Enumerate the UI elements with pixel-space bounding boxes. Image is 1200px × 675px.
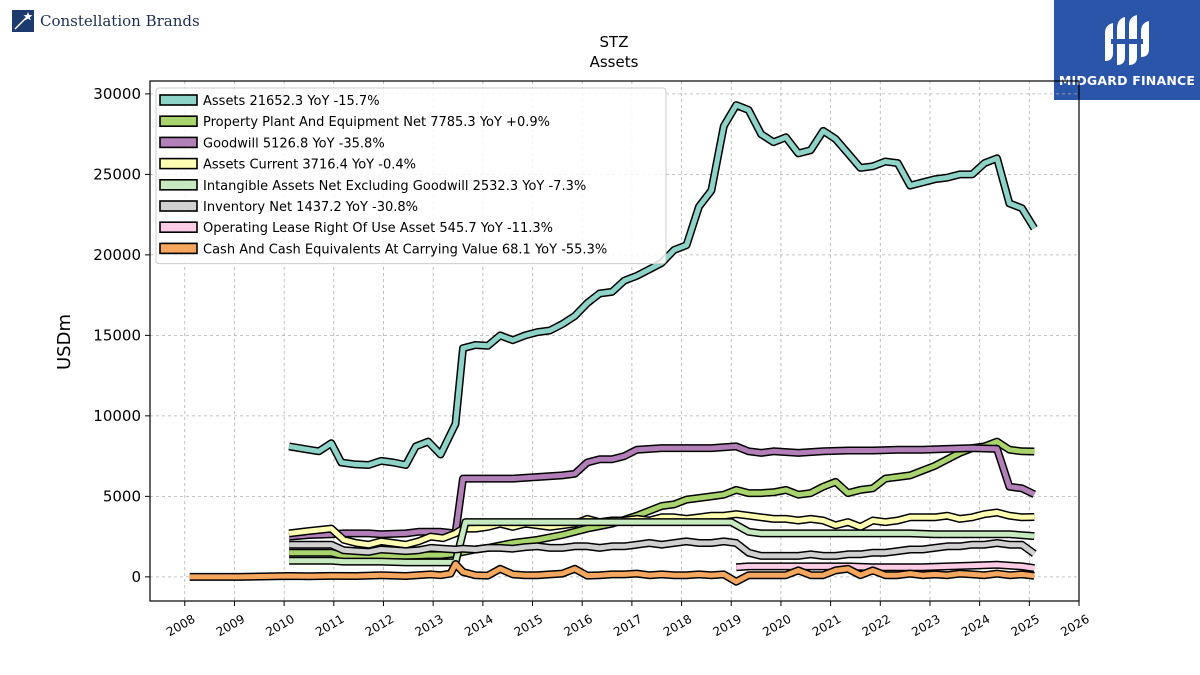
company-name: Constellation Brands: [40, 12, 200, 30]
legend-swatch-goodwill: [159, 136, 198, 149]
legend-label: Operating Lease Right Of Use Asset 545.7…: [203, 221, 553, 236]
x-tick-label: 2020: [760, 612, 793, 639]
midgard-badge: MIDGARD FINANCE: [1054, 0, 1200, 100]
series-lines: [189, 101, 1038, 586]
x-tick-label: 2015: [512, 612, 545, 639]
legend: Assets 21652.3 YoY -15.7% Property Plant …: [155, 87, 667, 265]
y-tick-label: 20000: [93, 246, 141, 264]
series-line-cash-and-cash-equivalents-at-carrying-value: [189, 561, 1035, 585]
x-tick-label: 2026: [1058, 612, 1091, 639]
x-tick-label: 2013: [412, 612, 445, 639]
legend-label: Intangible Assets Net Excluding Goodwill…: [203, 179, 586, 194]
chart-subtitle: Assets: [590, 53, 639, 71]
legend-swatch-operating-lease-right-of-use-asset: [159, 221, 198, 233]
legend-label: Property Plant And Equipment Net 7785.3 …: [203, 115, 550, 130]
legend-label: Inventory Net 1437.2 YoY -30.8%: [203, 200, 418, 215]
brand-logo: Constellation Brands: [12, 10, 200, 32]
legend-swatch-inventory-net: [159, 200, 198, 212]
x-tick-label: 2021: [810, 612, 843, 639]
y-tick-label: 15000: [93, 326, 141, 344]
legend-label: Assets 21652.3 YoY -15.7%: [203, 94, 380, 109]
series-line-inventory-net: [289, 538, 1036, 559]
plot-frame: [149, 80, 1080, 602]
legend-box: [155, 87, 667, 265]
y-tick-label: 10000: [93, 407, 141, 425]
y-tick-label: 30000: [93, 85, 141, 103]
x-tick-label: 2019: [711, 612, 744, 639]
legend-swatch-cash-and-cash-equivalents-at-carrying-value: [159, 242, 198, 255]
x-tick-label: 2024: [959, 612, 992, 639]
y-tick-label: 5000: [103, 487, 141, 505]
x-tick-label: 2023: [909, 612, 942, 639]
legend-label: Goodwill 5126.8 YoY -35.8%: [203, 136, 385, 151]
y-tick-label: 0: [131, 568, 141, 586]
x-tick-label: 2014: [462, 612, 495, 639]
series-outline-property-plant-and-equipment-net: [289, 437, 1035, 560]
legend-label: Cash And Cash Equivalents At Carrying Va…: [203, 242, 607, 257]
constellation-star-icon: [12, 10, 34, 32]
x-tick-label: 2012: [363, 612, 396, 639]
series-line-assets-current: [288, 510, 1035, 548]
series-line-goodwill: [288, 443, 1036, 540]
series-line-property-plant-and-equipment-net: [289, 439, 1035, 559]
chart-title: STZ: [600, 33, 629, 51]
axes: 2008 2009 2010 2011 2012 2013 2014 2015 2016 2017…: [93, 80, 1092, 639]
x-tick-label: 2010: [263, 612, 296, 639]
series-line-operating-lease-right-of-use-asset: [736, 562, 1035, 571]
legend-swatch-intangible-assets-net-excluding-goodwill: [159, 179, 198, 191]
x-tick-label: 2008: [164, 612, 197, 639]
x-tick-label: 2009: [214, 612, 247, 639]
badge-label: MIDGARD FINANCE: [1058, 73, 1196, 88]
legend-swatch-assets-current: [159, 157, 198, 170]
y-axis-label: USDm: [54, 314, 75, 370]
x-tick-label: 2018: [661, 612, 694, 639]
legend-swatch-assets: [159, 94, 198, 106]
x-tick-label: 2016: [561, 612, 594, 639]
series-line-intangible-assets-net-excluding-goodwill: [289, 519, 1035, 565]
x-tick-label: 2017: [611, 612, 644, 639]
x-tick-label: 2011: [313, 612, 346, 639]
midgard-logo-icon: [1105, 15, 1149, 65]
x-tick-label: 2022: [860, 612, 893, 639]
y-tick-label: 25000: [93, 165, 141, 183]
legend-swatch-property-plant-and-equipment-net: [159, 115, 198, 127]
legend-label: Assets Current 3716.4 YoY -0.4%: [203, 158, 416, 173]
x-tick-label: 2025: [1009, 612, 1042, 639]
